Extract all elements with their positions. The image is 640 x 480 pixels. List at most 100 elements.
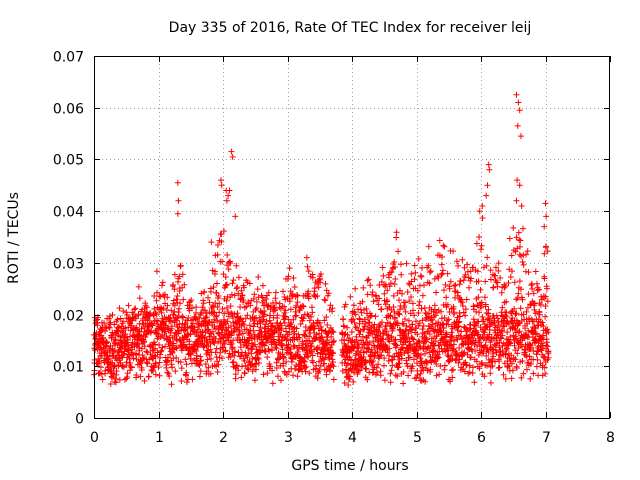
- data-point: [494, 332, 501, 339]
- data-point: [483, 192, 490, 199]
- data-point: [517, 305, 524, 312]
- data-point: [479, 215, 486, 222]
- data-point: [382, 301, 389, 308]
- data-point: [306, 370, 313, 377]
- data-point: [541, 223, 548, 230]
- data-point: [499, 327, 506, 334]
- data-point: [469, 370, 476, 377]
- data-point: [512, 347, 519, 354]
- data-point: [183, 369, 190, 376]
- data-point: [250, 323, 257, 330]
- data-point: [285, 368, 292, 375]
- data-point: [339, 367, 346, 374]
- data-point: [323, 371, 330, 378]
- data-point: [156, 342, 163, 349]
- data-point: [438, 308, 445, 315]
- data-point: [436, 237, 443, 244]
- data-point: [341, 336, 348, 343]
- data-point: [478, 359, 485, 366]
- data-point: [129, 346, 136, 353]
- data-point: [214, 242, 221, 249]
- data-point: [328, 333, 335, 340]
- data-point: [225, 192, 232, 199]
- data-point: [217, 349, 224, 356]
- data-point: [327, 324, 334, 331]
- data-point: [503, 298, 510, 305]
- data-point: [538, 340, 545, 347]
- data-point: [236, 353, 243, 360]
- data-point: [235, 367, 242, 374]
- data-point: [542, 200, 549, 207]
- data-point: [230, 359, 237, 366]
- data-point: [237, 344, 244, 351]
- data-point: [219, 355, 226, 362]
- data-point: [167, 315, 174, 322]
- data-point: [472, 348, 479, 355]
- data-point: [355, 368, 362, 375]
- data-point: [291, 284, 298, 291]
- data-point: [222, 273, 229, 280]
- data-point: [103, 338, 110, 345]
- data-point: [319, 334, 326, 341]
- data-point: [309, 309, 316, 316]
- x-tick-label: 5: [413, 430, 422, 446]
- data-point: [175, 197, 182, 204]
- data-point: [123, 309, 130, 316]
- data-point: [365, 319, 372, 326]
- data-point: [511, 305, 518, 312]
- data-point: [313, 331, 320, 338]
- data-point: [315, 358, 322, 365]
- data-point: [208, 288, 215, 295]
- data-point: [501, 284, 508, 291]
- data-point: [187, 351, 194, 358]
- data-point: [446, 285, 453, 292]
- data-point: [105, 355, 112, 362]
- data-point: [124, 311, 131, 318]
- data-point: [267, 312, 274, 319]
- data-point: [90, 371, 97, 378]
- data-point: [516, 236, 523, 243]
- data-point: [251, 291, 258, 298]
- data-point: [255, 274, 262, 281]
- data-point: [353, 324, 360, 331]
- data-point: [229, 359, 236, 366]
- data-point: [280, 360, 287, 367]
- data-point: [277, 377, 284, 384]
- data-point: [370, 298, 377, 305]
- data-point: [167, 329, 174, 336]
- data-point: [448, 367, 455, 374]
- data-point: [152, 371, 159, 378]
- data-point: [294, 299, 301, 306]
- data-point: [424, 367, 431, 374]
- data-point: [173, 317, 180, 324]
- data-point: [301, 358, 308, 365]
- data-point: [454, 336, 461, 343]
- data-point: [254, 354, 261, 361]
- data-point: [170, 340, 177, 347]
- data-point: [383, 331, 390, 338]
- data-point: [276, 300, 283, 307]
- data-point: [435, 354, 442, 361]
- data-point: [201, 288, 208, 295]
- data-point: [184, 347, 191, 354]
- y-tick-label: 0.03: [53, 257, 84, 273]
- data-point: [349, 361, 356, 368]
- data-point: [177, 262, 184, 269]
- data-point: [144, 317, 151, 324]
- data-point: [480, 316, 487, 323]
- data-point: [321, 317, 328, 324]
- data-point: [365, 276, 372, 283]
- data-point: [471, 332, 478, 339]
- data-point: [312, 365, 319, 372]
- data-point: [251, 331, 258, 338]
- data-point: [391, 308, 398, 315]
- data-point: [130, 355, 137, 362]
- data-point: [368, 346, 375, 353]
- data-point: [204, 356, 211, 363]
- data-point: [150, 367, 157, 374]
- data-point: [450, 303, 457, 310]
- data-point: [496, 358, 503, 365]
- data-point: [503, 320, 510, 327]
- data-point: [442, 281, 449, 288]
- data-point: [401, 316, 408, 323]
